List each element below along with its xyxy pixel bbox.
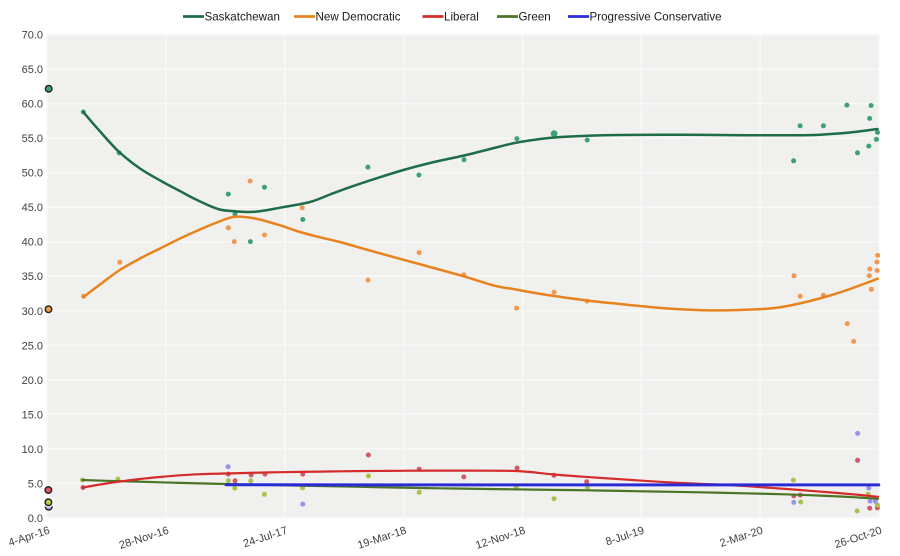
svg-text:15.0: 15.0 [22,409,43,421]
svg-text:30.0: 30.0 [22,306,43,318]
svg-text:25.0: 25.0 [22,340,43,352]
svg-text:Liberal: Liberal [444,11,479,24]
svg-text:55.0: 55.0 [22,133,43,145]
svg-text:4-Apr-16: 4-Apr-16 [7,525,51,550]
svg-text:2-Mar-20: 2-Mar-20 [718,525,764,550]
svg-text:Progressive Conservative: Progressive Conservative [590,11,722,24]
svg-text:Saskatchewan: Saskatchewan [205,11,280,24]
svg-text:New Democratic: New Democratic [316,11,401,24]
svg-text:50.0: 50.0 [22,168,43,180]
svg-text:28-Nov-16: 28-Nov-16 [118,525,171,552]
svg-text:19-Mar-18: 19-Mar-18 [356,525,408,552]
svg-text:35.0: 35.0 [22,271,43,283]
svg-text:70.0: 70.0 [22,30,43,42]
svg-text:65.0: 65.0 [22,64,43,76]
svg-text:10.0: 10.0 [22,444,43,456]
svg-text:40.0: 40.0 [22,237,43,249]
svg-text:0.0: 0.0 [28,513,43,525]
svg-text:12-Nov-18: 12-Nov-18 [474,525,527,552]
svg-text:24-Jul-17: 24-Jul-17 [242,525,289,551]
svg-text:20.0: 20.0 [22,375,43,387]
svg-text:5.0: 5.0 [28,478,43,490]
svg-text:45.0: 45.0 [22,202,43,214]
svg-text:Green: Green [519,11,551,24]
svg-text:60.0: 60.0 [22,99,43,111]
svg-text:8-Jul-19: 8-Jul-19 [604,525,646,549]
svg-text:26-Oct-20: 26-Oct-20 [833,525,883,552]
